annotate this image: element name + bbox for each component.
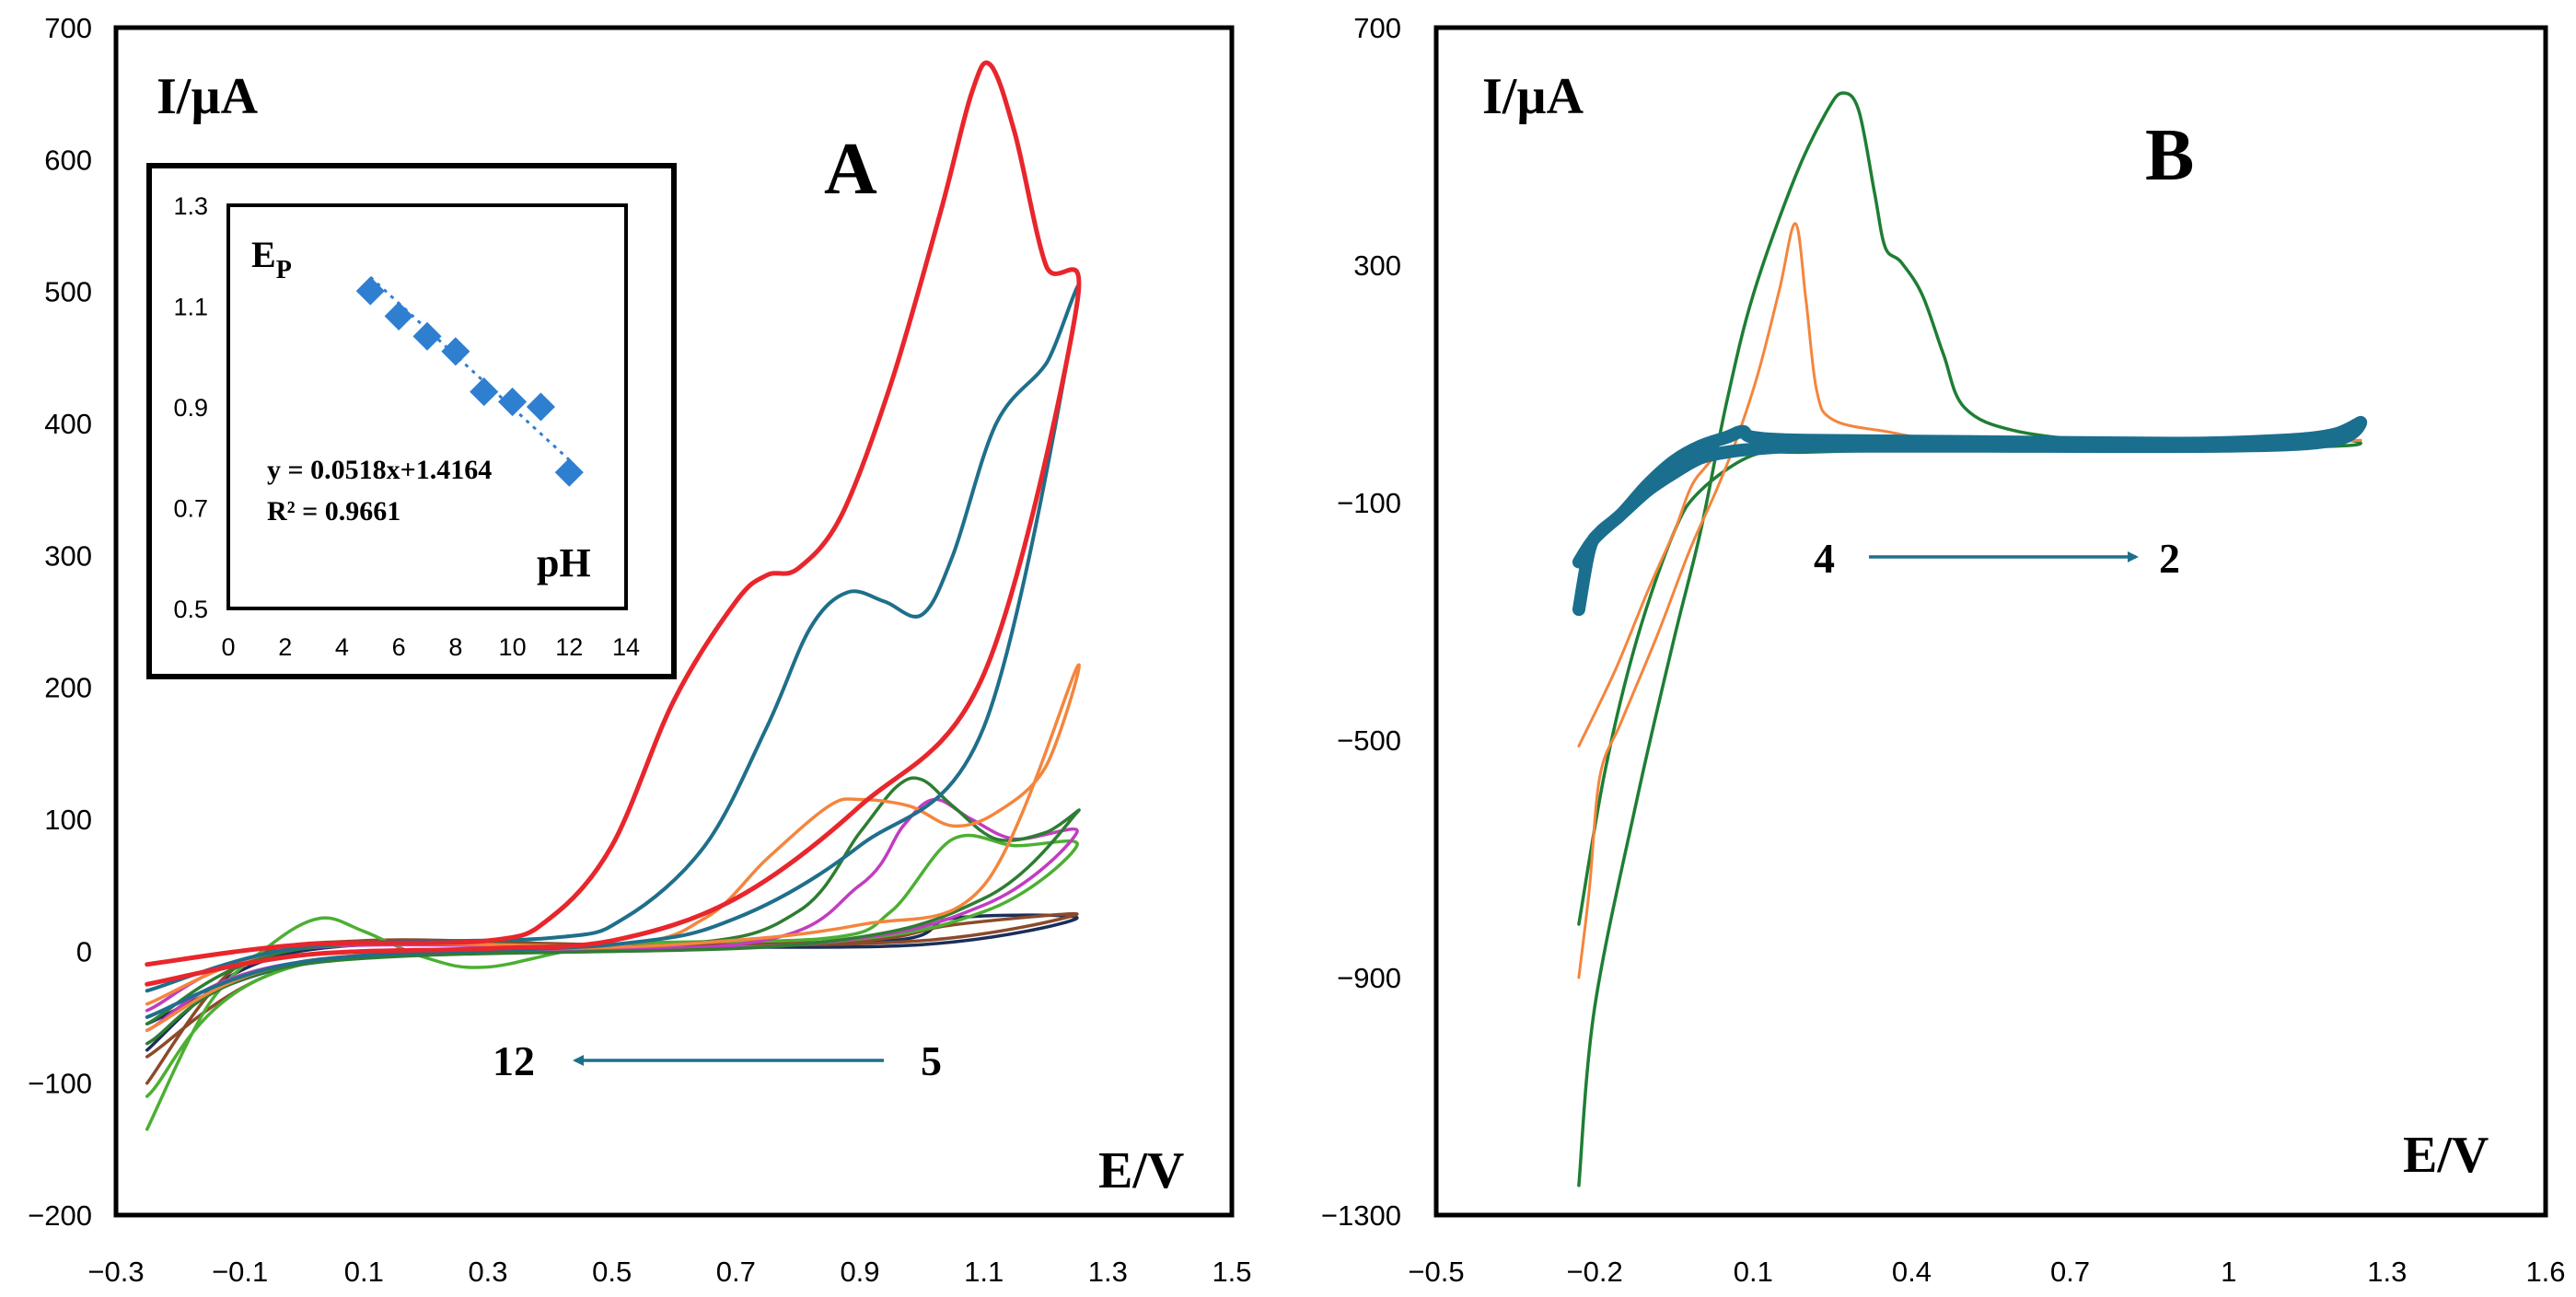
panel-b-x-tick: 1.3 <box>2367 1256 2407 1288</box>
panel-a-frame <box>113 25 1235 1218</box>
panel-b-y-tick: −100 <box>1337 487 1401 519</box>
inset-xlabel: pH <box>537 540 591 585</box>
panel-a-x-tick: 1.3 <box>1088 1256 1128 1288</box>
panel-a-xlabel: E/V <box>1098 1142 1184 1199</box>
panel-b-series-line <box>1577 91 2362 1187</box>
panel-a-y-tick: 200 <box>44 672 92 704</box>
panel-a-arrow-end-label: 12 <box>493 1037 535 1084</box>
inset-x-tick: 14 <box>612 633 640 661</box>
inset-x-tick: 4 <box>335 633 349 661</box>
inset-x-tick: 12 <box>555 633 583 661</box>
panel-a-x-tick: 0.9 <box>840 1256 879 1288</box>
panel-b: −0.5 −0.2 0.1 0.4 0.7 1 1.3 1.6 −1300 −900 −500 −10… <box>1321 12 2566 1288</box>
panel-b-title: B <box>2145 115 2194 196</box>
panel-b-x-tick: 0.1 <box>1734 1256 1773 1288</box>
panel-a-y-tick: 500 <box>44 276 92 308</box>
panel-a-x-tick: 0.5 <box>592 1256 632 1288</box>
inset-ylabel: EP <box>251 234 292 284</box>
panel-a-y-tick: 600 <box>44 144 92 176</box>
inset-point <box>470 377 499 407</box>
panel-b-x-tick: −0.5 <box>1408 1256 1464 1288</box>
inset-r-squared: R² = 0.9661 <box>267 496 400 527</box>
panel-b-y-tick: −500 <box>1337 724 1401 757</box>
panel-a-title: A <box>824 129 877 210</box>
panel-a: −0.3 −0.1 0.1 0.3 0.5 0.7 0.9 1.1 1.3 1.5 −200 −100… <box>28 12 1251 1288</box>
inset-point <box>384 301 413 331</box>
panel-b-x-tick: 1.6 <box>2525 1256 2565 1288</box>
panel-a-y-tick: 300 <box>44 539 92 572</box>
inset-x-tick: 6 <box>392 633 406 661</box>
inset-x-tick: 10 <box>499 633 527 661</box>
inset-point <box>526 392 555 422</box>
panel-b-tick-labels: −0.5 −0.2 0.1 0.4 0.7 1 1.3 1.6 −1300 −900 −500 −10… <box>1321 12 2566 1288</box>
panel-a-ylabel: I/µA <box>157 68 259 125</box>
inset-point <box>441 337 470 366</box>
panel-b-y-tick: 300 <box>1353 249 1401 282</box>
panel-a-x-tick: −0.1 <box>212 1256 268 1288</box>
inset-y-tick: 1.1 <box>173 294 208 321</box>
panel-b-y-tick: −900 <box>1337 962 1401 994</box>
panel-a-x-tick: 0.1 <box>344 1256 384 1288</box>
inset-y-tick: 0.9 <box>173 394 208 422</box>
inset-point <box>355 276 385 306</box>
panel-b-x-tick: 0.4 <box>1892 1256 1932 1288</box>
panel-a-y-tick: 100 <box>44 804 92 836</box>
panel-b-y-tick: 700 <box>1353 12 1401 44</box>
inset-tick-labels: 0 2 4 6 8 10 12 14 0.5 0.7 0.9 1.1 1.3 <box>173 192 640 661</box>
panel-a-series-line <box>145 833 1079 1131</box>
inset-x-tick: 8 <box>448 633 462 661</box>
panel-b-series-line <box>1577 222 2362 979</box>
inset-x-tick: 0 <box>221 633 235 661</box>
panel-a-x-tick: 0.3 <box>468 1256 507 1288</box>
inset-x-tick: 2 <box>278 633 292 661</box>
panel-a-tick-labels: −0.3 −0.1 0.1 0.3 0.5 0.7 0.9 1.1 1.3 1.5 −200 −100… <box>28 12 1251 1288</box>
panel-b-arrow-start-label: 4 <box>1814 535 1835 582</box>
panel-b-xlabel: E/V <box>2403 1127 2489 1184</box>
inset-point <box>412 321 442 351</box>
inset-frame <box>146 163 677 679</box>
inset-points <box>355 276 584 487</box>
panel-a-series-line <box>145 776 1081 1046</box>
inset-y-tick: 1.3 <box>173 192 208 220</box>
panel-a-series <box>145 60 1082 1131</box>
inset-y-tick: 0.5 <box>173 596 208 623</box>
panel-b-frame <box>1433 25 2548 1218</box>
panel-a-x-tick: 1.1 <box>964 1256 1004 1288</box>
inset-y-tick: 0.7 <box>173 495 208 523</box>
panel-b-x-tick: −0.2 <box>1567 1256 1623 1288</box>
panel-a-series-line <box>145 60 1082 987</box>
inset-plot-frame <box>226 203 628 610</box>
panel-b-arrow-end-label: 2 <box>2159 535 2180 582</box>
panel-a-x-tick: −0.3 <box>87 1256 144 1288</box>
inset-point <box>498 387 528 417</box>
panel-a-arrow-start-label: 5 <box>921 1037 942 1084</box>
inset-equation: y = 0.0518x+1.4164 <box>267 455 492 485</box>
panel-b-series-line <box>1572 415 2368 617</box>
panel-a-x-tick: 0.7 <box>716 1256 756 1288</box>
panel-a-series-line <box>145 913 1079 1052</box>
panel-b-x-tick: 0.7 <box>2050 1256 2090 1288</box>
panel-a-inset: 0 2 4 6 8 10 12 14 0.5 0.7 0.9 1.1 1.3 EP y = 0.0518… <box>146 163 677 679</box>
panel-b-y-tick: −1300 <box>1321 1199 1401 1232</box>
panel-a-y-tick: −100 <box>28 1068 92 1100</box>
panel-a-series-line <box>145 284 1082 1019</box>
panel-b-series <box>1572 91 2368 1187</box>
panel-a-y-tick: −200 <box>28 1199 92 1232</box>
panel-b-ylabel: I/µA <box>1482 68 1584 125</box>
panel-a-y-tick: 400 <box>44 408 92 440</box>
panel-a-y-tick: 700 <box>44 12 92 44</box>
panel-a-y-tick: 0 <box>76 935 92 967</box>
panel-b-x-tick: 1 <box>2221 1256 2236 1288</box>
panel-a-x-tick: 1.5 <box>1212 1256 1251 1288</box>
